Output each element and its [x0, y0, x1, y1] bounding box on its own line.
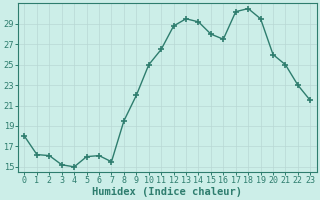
X-axis label: Humidex (Indice chaleur): Humidex (Indice chaleur)	[92, 186, 242, 197]
